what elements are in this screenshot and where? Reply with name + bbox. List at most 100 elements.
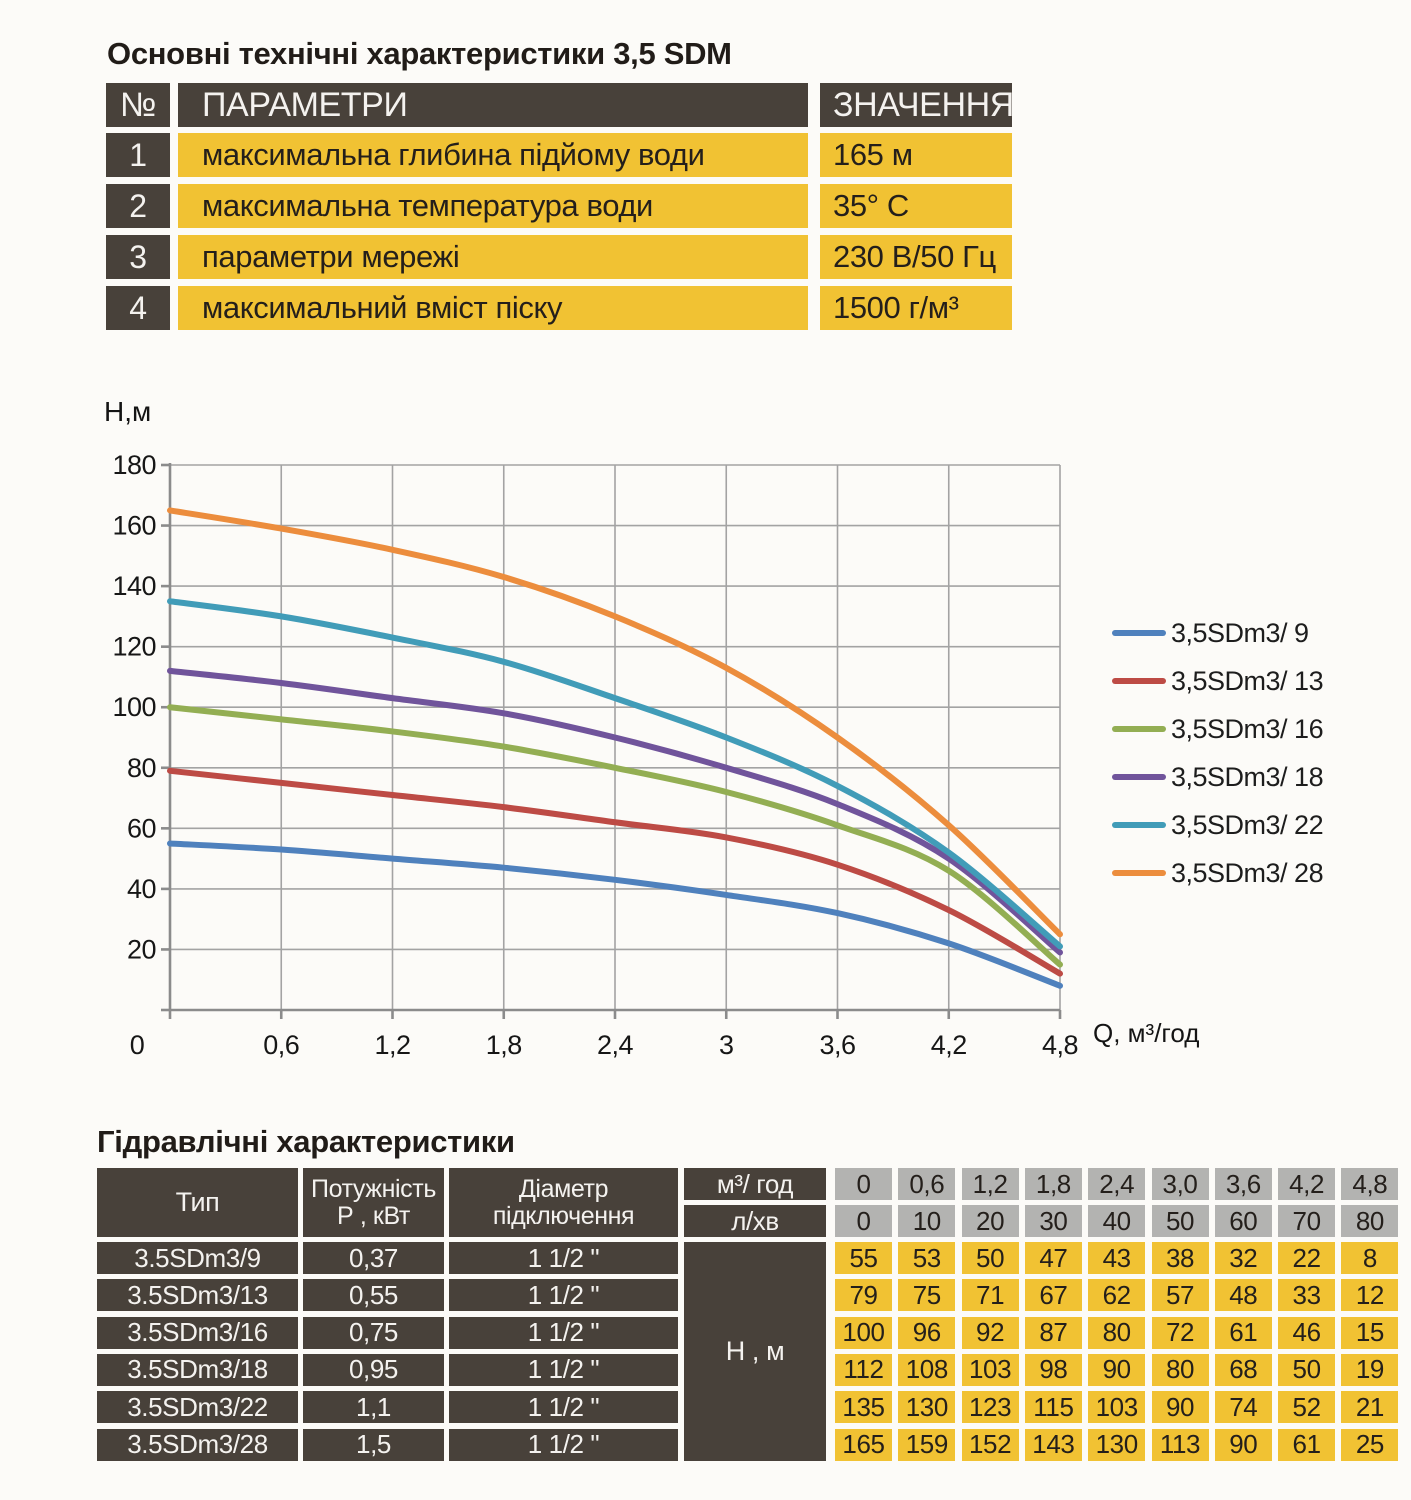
head-value-cell: 53 (898, 1242, 956, 1274)
flow-lmin-cell: 20 (961, 1205, 1019, 1237)
col-header-diameter-line2: підключення (492, 1201, 635, 1230)
page-title: Основні технічні характеристики 3,5 SDM (107, 36, 732, 71)
x-tick-label: 0 (130, 1030, 145, 1060)
diameter-cell: 1 1/2 " (449, 1279, 678, 1312)
spec-row-param: максимальна температура води (178, 184, 808, 228)
flow-unit-m3-header: м³/ год (684, 1168, 826, 1200)
head-value-cell: 100 (835, 1316, 892, 1349)
head-value-cell: 67 (1024, 1279, 1082, 1312)
y-tick-label: 160 (112, 511, 156, 541)
curve-3-5SDm3-13 (167, 767, 1063, 977)
head-value-cell: 19 (1341, 1353, 1399, 1386)
col-header-num: № (106, 83, 170, 127)
head-value-cell: 68 (1214, 1353, 1272, 1386)
pump-type-cell: 3.5SDm3/16 (97, 1316, 298, 1349)
power-cell: 0,37 (303, 1242, 444, 1274)
pump-type-cell: 3.5SDm3/13 (97, 1279, 298, 1312)
legend-series-label: 3,5SDm3/ 13 (1171, 665, 1324, 696)
head-value-cell: 103 (961, 1353, 1019, 1386)
x-tick-label: 2,4 (597, 1030, 634, 1060)
col-header-value: ЗНАЧЕННЯ (820, 83, 1014, 127)
flow-lmin-cell: 10 (898, 1205, 956, 1237)
x-tick-label: 1,2 (374, 1030, 410, 1060)
specs-table: № ПАРАМЕТРИ ЗНАЧЕННЯ 1 максимальна глиби… (106, 83, 1014, 337)
legend-item: 3,5SDm3/ 9 (1112, 609, 1323, 657)
curve-3-5SDm3-9 (167, 840, 1063, 989)
head-value-cell: 79 (835, 1279, 892, 1312)
spec-row-num: 4 (106, 286, 170, 330)
y-tick-label: 80 (127, 753, 156, 783)
curve-3-5SDm3-18 (167, 667, 1063, 956)
legend-line-swatch (1112, 726, 1166, 732)
flow-m3-cell: 2,4 (1088, 1168, 1146, 1200)
pump-type-cell: 3.5SDm3/18 (97, 1353, 298, 1386)
head-value-cell: 87 (1024, 1316, 1082, 1349)
head-value-cell: 61 (1278, 1428, 1336, 1461)
head-value-cell: 159 (898, 1428, 956, 1461)
legend-item: 3,5SDm3/ 28 (1112, 849, 1324, 897)
spec-row-value: 230 В/50 Гц (820, 235, 1012, 279)
head-value-cell: 96 (898, 1316, 956, 1349)
col-header-diameter: Діаметр підключення (449, 1168, 678, 1237)
spec-row-param: параметри мережі (178, 235, 808, 279)
flow-m3-cell: 4,2 (1278, 1168, 1336, 1200)
col-header-type: Тип (97, 1168, 298, 1237)
specs-header-row: № ПАРАМЕТРИ ЗНАЧЕННЯ (106, 83, 1014, 127)
flow-unit-lmin-header: л/хв (684, 1205, 826, 1237)
head-value-cell: 12 (1341, 1279, 1399, 1312)
head-value-cell: 38 (1151, 1242, 1209, 1274)
legend-item: 3,5SDm3/ 16 (1112, 705, 1324, 753)
diameter-cell: 1 1/2 " (449, 1316, 678, 1349)
y-tick-label: 140 (112, 571, 156, 601)
flow-m3-cell: 0 (835, 1168, 892, 1200)
legend-series-label: 3,5SDm3/ 9 (1171, 617, 1309, 648)
legend-item: 3,5SDm3/ 13 (1112, 657, 1324, 705)
head-value-cell: 52 (1278, 1391, 1336, 1424)
head-value-cell: 72 (1151, 1316, 1209, 1349)
head-value-cell: 98 (1024, 1353, 1082, 1386)
x-axis-label: Q, м³/год (1093, 1018, 1200, 1048)
legend-series-label: 3,5SDm3/ 16 (1171, 713, 1324, 744)
spec-row-num: 3 (106, 235, 170, 279)
spec-row-value: 165 м (820, 133, 1012, 177)
power-cell: 1,5 (303, 1428, 444, 1461)
head-value-cell: 130 (1088, 1428, 1146, 1461)
head-value-cell: 130 (898, 1391, 956, 1424)
head-value-cell: 90 (1088, 1353, 1146, 1386)
head-value-cell: 152 (961, 1428, 1019, 1461)
y-axis-label: Н,м (104, 396, 152, 427)
head-value-cell: 112 (835, 1353, 892, 1386)
head-value-cell: 62 (1088, 1279, 1146, 1312)
flow-m3-cell: 0,6 (898, 1168, 956, 1200)
head-value-cell: 74 (1214, 1391, 1272, 1424)
head-value-cell: 15 (1341, 1316, 1399, 1349)
spec-row-param: максимальний вміст піску (178, 286, 808, 330)
y-tick-label: 60 (127, 813, 156, 843)
head-value-cell: 48 (1214, 1279, 1272, 1312)
legend-line-swatch (1112, 870, 1166, 876)
flow-lmin-cell: 30 (1024, 1205, 1082, 1237)
flow-m3-cell: 3,0 (1151, 1168, 1209, 1200)
power-cell: 0,55 (303, 1279, 444, 1312)
head-value-cell: 115 (1024, 1391, 1082, 1424)
pump-type-cell: 3.5SDm3/28 (97, 1428, 298, 1461)
col-header-diameter-line1: Діаметр (518, 1174, 609, 1203)
head-value-cell: 90 (1151, 1391, 1209, 1424)
flow-m3-cell: 1,8 (1024, 1168, 1082, 1200)
x-tick-label: 1,8 (486, 1030, 522, 1060)
diameter-cell: 1 1/2 " (449, 1242, 678, 1274)
diameter-cell: 1 1/2 " (449, 1391, 678, 1424)
flow-lmin-cell: 70 (1278, 1205, 1336, 1237)
pump-type-cell: 3.5SDm3/9 (97, 1242, 298, 1274)
head-value-cell: 50 (1278, 1353, 1336, 1386)
col-header-power: Потужність Р , кВт (303, 1168, 444, 1237)
head-value-cell: 113 (1151, 1428, 1209, 1461)
head-value-cell: 55 (835, 1242, 892, 1274)
power-cell: 0,95 (303, 1353, 444, 1386)
head-value-cell: 90 (1214, 1428, 1272, 1461)
flow-lmin-cell: 40 (1088, 1205, 1146, 1237)
diameter-cell: 1 1/2 " (449, 1353, 678, 1386)
head-value-cell: 80 (1088, 1316, 1146, 1349)
head-value-cell: 80 (1151, 1353, 1209, 1386)
power-cell: 0,75 (303, 1316, 444, 1349)
